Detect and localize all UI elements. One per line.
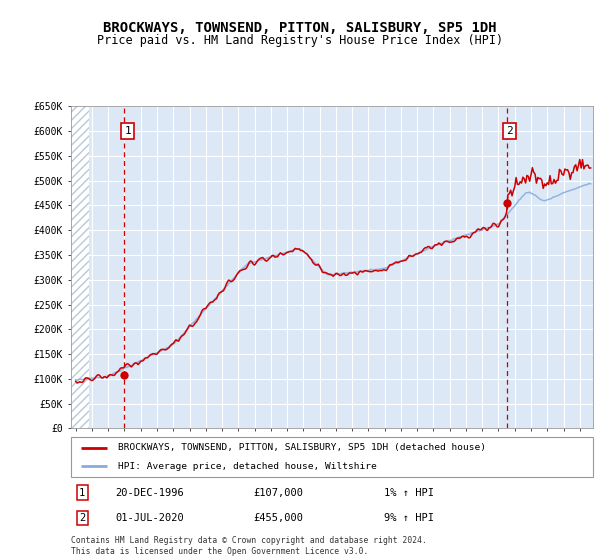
Text: 2: 2: [506, 126, 513, 136]
Text: BROCKWAYS, TOWNSEND, PITTON, SALISBURY, SP5 1DH (detached house): BROCKWAYS, TOWNSEND, PITTON, SALISBURY, …: [118, 443, 486, 452]
Text: Contains HM Land Registry data © Crown copyright and database right 2024.
This d: Contains HM Land Registry data © Crown c…: [71, 536, 427, 556]
Text: £455,000: £455,000: [254, 513, 304, 523]
Text: BROCKWAYS, TOWNSEND, PITTON, SALISBURY, SP5 1DH: BROCKWAYS, TOWNSEND, PITTON, SALISBURY, …: [103, 21, 497, 35]
Text: £107,000: £107,000: [254, 488, 304, 498]
Text: 9% ↑ HPI: 9% ↑ HPI: [384, 513, 434, 523]
Text: 2: 2: [79, 513, 85, 523]
Text: Price paid vs. HM Land Registry's House Price Index (HPI): Price paid vs. HM Land Registry's House …: [97, 34, 503, 46]
Text: 1% ↑ HPI: 1% ↑ HPI: [384, 488, 434, 498]
Text: 20-DEC-1996: 20-DEC-1996: [115, 488, 184, 498]
Text: 1: 1: [79, 488, 85, 498]
Text: 1: 1: [124, 126, 131, 136]
Text: 01-JUL-2020: 01-JUL-2020: [115, 513, 184, 523]
Text: HPI: Average price, detached house, Wiltshire: HPI: Average price, detached house, Wilt…: [118, 462, 377, 471]
Bar: [71, 106, 89, 428]
